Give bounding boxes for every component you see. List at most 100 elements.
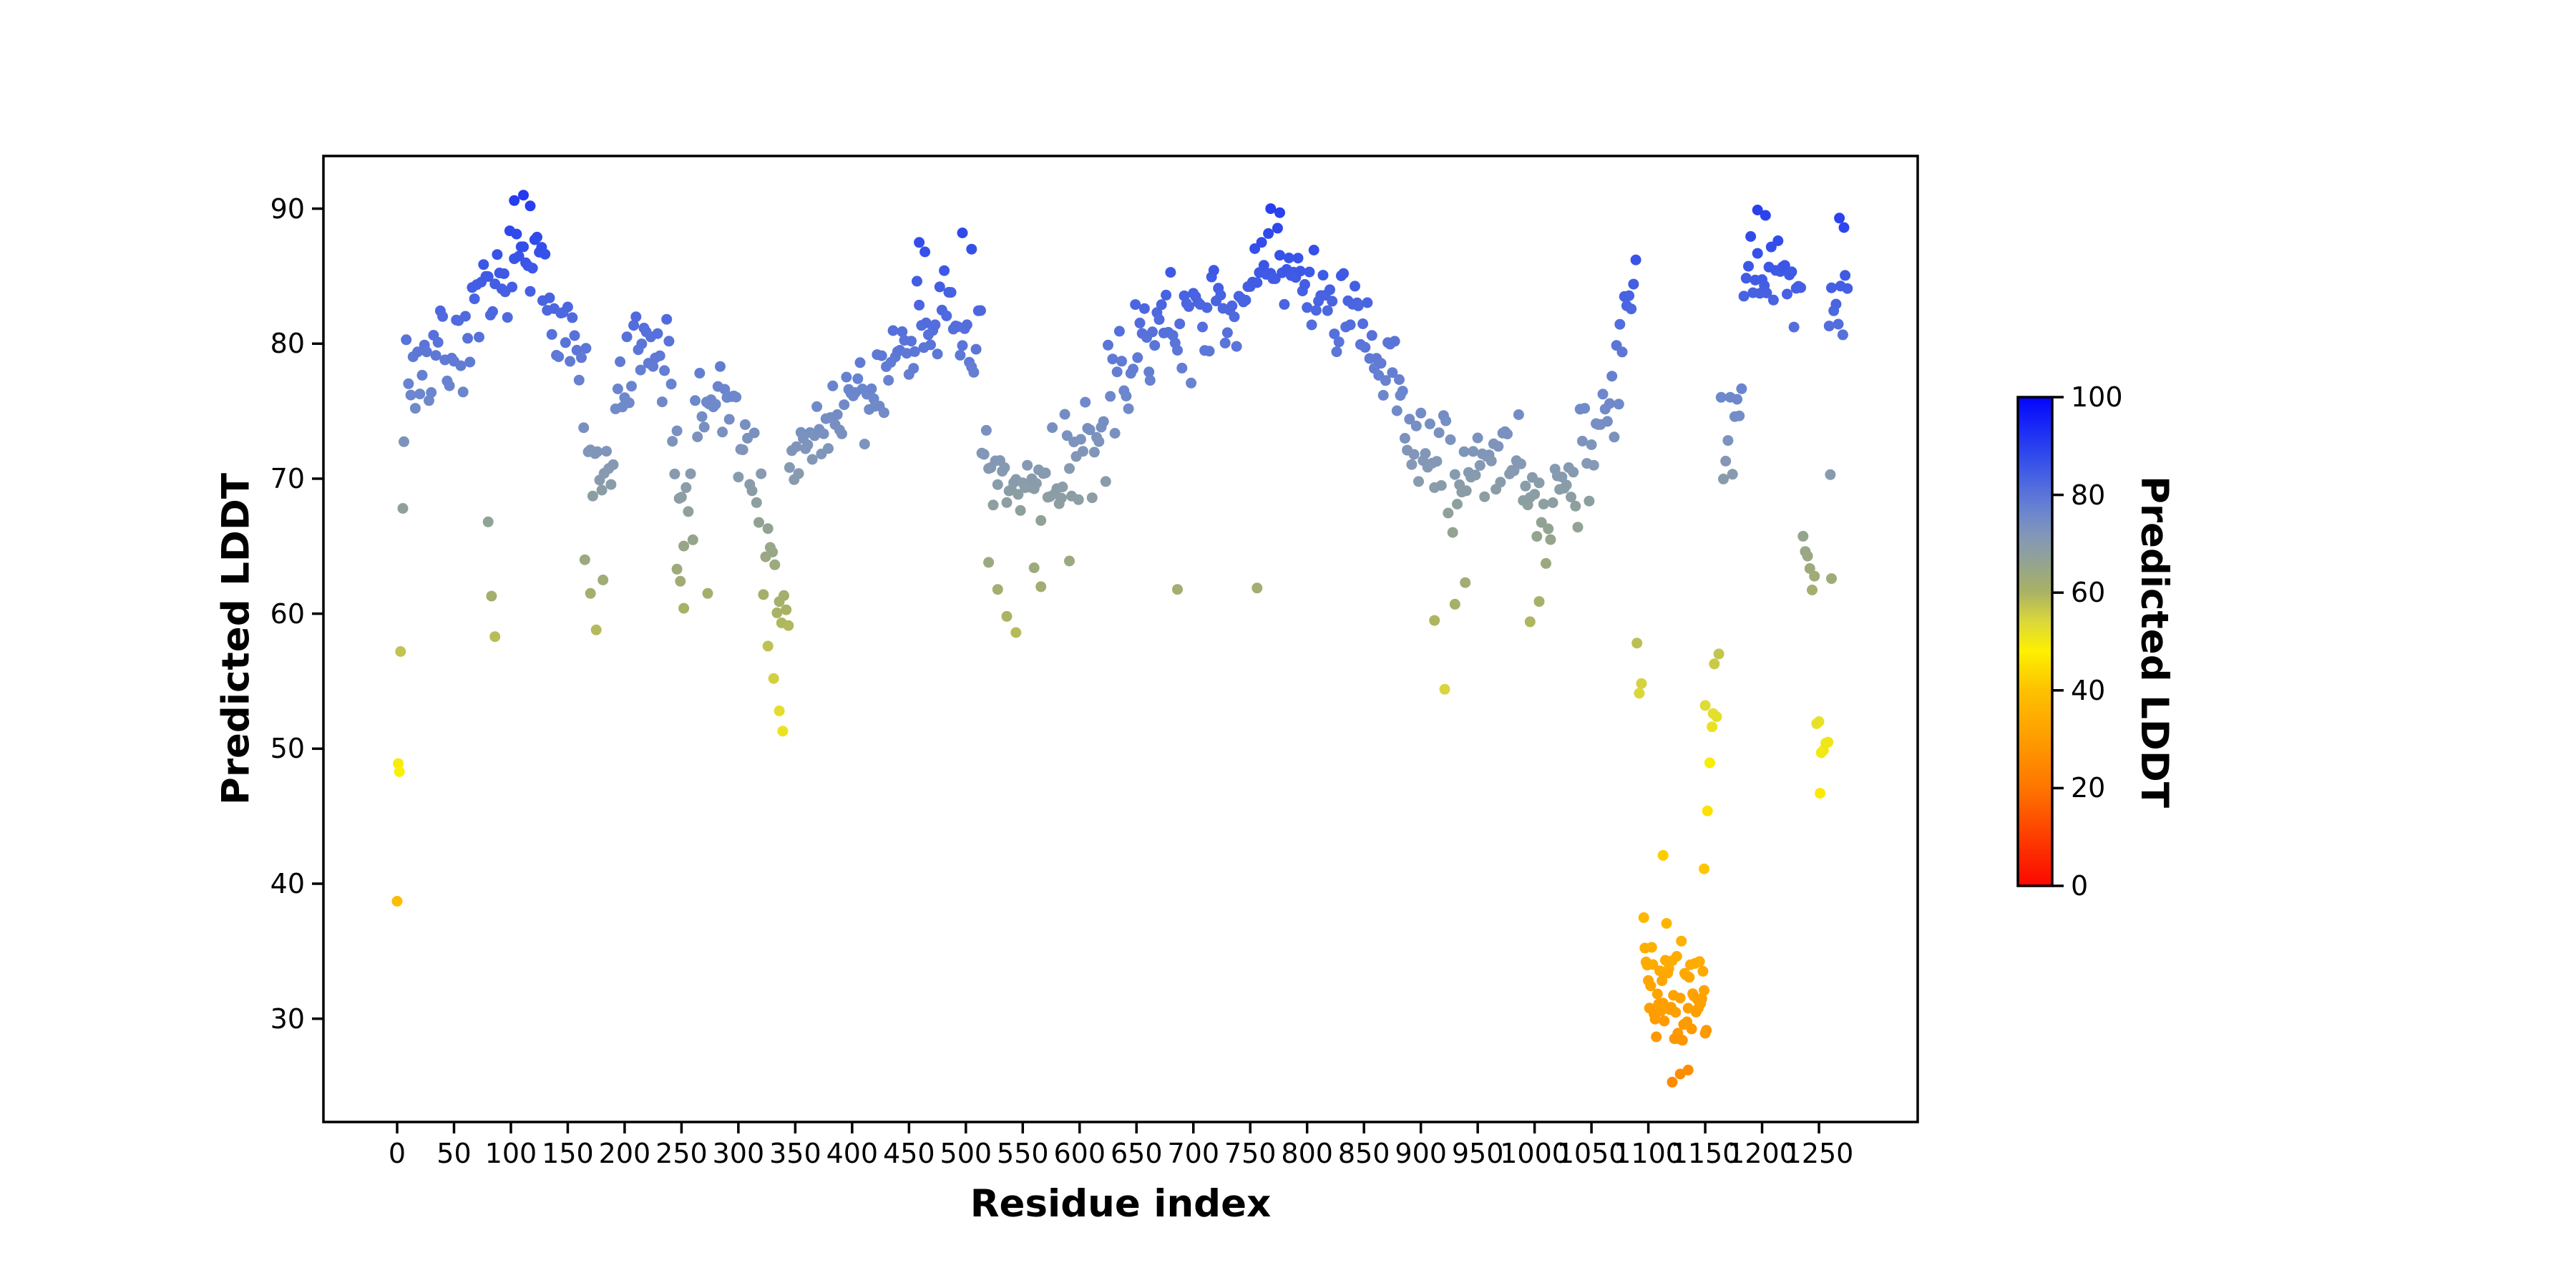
scatter-point bbox=[399, 436, 409, 447]
scatter-point bbox=[1699, 700, 1711, 711]
scatter-point bbox=[694, 368, 706, 379]
scatter-point bbox=[906, 336, 917, 347]
scatter-point bbox=[1657, 997, 1669, 1009]
scatter-point bbox=[596, 484, 608, 496]
scatter-point bbox=[992, 584, 1003, 595]
scatter-point bbox=[560, 337, 571, 348]
scatter-point bbox=[601, 446, 612, 457]
scatter-point bbox=[590, 624, 602, 635]
scatter-point bbox=[1306, 319, 1317, 331]
scatter-point bbox=[482, 271, 494, 282]
scatter-point bbox=[626, 381, 637, 392]
axes-spines bbox=[322, 155, 1919, 1123]
scatter-point bbox=[1279, 298, 1290, 310]
scatter-point bbox=[678, 540, 690, 552]
scatter-point bbox=[1707, 721, 1718, 733]
scatter-point bbox=[1201, 302, 1213, 313]
scatter-point bbox=[1823, 736, 1834, 748]
scatter-point bbox=[1304, 266, 1315, 278]
scatter-point bbox=[1352, 300, 1364, 311]
x-tick-label: 1000 bbox=[1500, 1138, 1569, 1169]
scatter-point bbox=[1761, 287, 1772, 298]
scatter-point bbox=[1684, 972, 1695, 983]
scatter-point bbox=[621, 331, 633, 343]
scatter-point bbox=[1657, 849, 1669, 861]
scatter-point bbox=[955, 349, 966, 361]
scatter-point bbox=[1825, 469, 1836, 480]
scatter-point bbox=[1606, 371, 1618, 382]
scatter-point bbox=[1132, 352, 1143, 364]
scatter-point bbox=[1588, 459, 1599, 471]
scatter-point bbox=[1752, 205, 1763, 215]
scatter-point bbox=[1123, 403, 1134, 414]
scatter-point bbox=[1035, 514, 1047, 526]
x-tick-label: 200 bbox=[598, 1138, 651, 1169]
scatter-point bbox=[883, 375, 894, 386]
scatter-point bbox=[585, 587, 596, 599]
scatter-point bbox=[769, 559, 781, 570]
scatter-point bbox=[839, 399, 850, 411]
scatter-point bbox=[739, 419, 751, 430]
scatter-point bbox=[1093, 436, 1105, 447]
scatter-point bbox=[659, 365, 670, 376]
x-tick-label: 450 bbox=[883, 1138, 935, 1169]
scatter-point bbox=[587, 490, 598, 502]
scatter-point bbox=[841, 371, 852, 383]
x-tick-label: 1200 bbox=[1727, 1138, 1797, 1169]
scatter-point bbox=[1697, 965, 1709, 977]
scatter-point bbox=[1682, 1002, 1694, 1014]
scatter-point bbox=[492, 249, 503, 260]
scatter-point bbox=[1772, 235, 1784, 246]
scatter-point bbox=[762, 523, 774, 535]
scatter-point bbox=[1256, 237, 1267, 248]
scatter-point bbox=[767, 546, 779, 557]
scatter-point bbox=[1410, 420, 1422, 431]
scatter-point bbox=[1080, 396, 1091, 408]
scatter-point bbox=[1704, 757, 1715, 769]
scatter-point bbox=[854, 357, 866, 369]
scatter-point bbox=[1671, 951, 1682, 962]
scatter-point bbox=[1541, 557, 1551, 569]
scatter-point bbox=[1387, 367, 1398, 379]
x-tick-label: 1100 bbox=[1614, 1138, 1683, 1169]
scatter-point bbox=[656, 396, 668, 408]
scatter-point bbox=[1543, 523, 1554, 535]
x-tick-label: 650 bbox=[1110, 1138, 1163, 1169]
scatter-point bbox=[1397, 386, 1408, 397]
scatter-point bbox=[1636, 678, 1647, 689]
scatter-point bbox=[1324, 284, 1335, 296]
scatter-point bbox=[806, 454, 818, 465]
scatter-point bbox=[1727, 469, 1738, 480]
scatter-point bbox=[1055, 492, 1067, 504]
scatter-point bbox=[540, 248, 551, 260]
scatter-point bbox=[781, 604, 792, 615]
scatter-point bbox=[1795, 282, 1807, 293]
scatter-point bbox=[912, 275, 922, 287]
scatter-point bbox=[1219, 337, 1231, 348]
scatter-point bbox=[562, 301, 573, 313]
scatter-point bbox=[1424, 418, 1435, 429]
scatter-point bbox=[1001, 497, 1013, 508]
scatter-point bbox=[1568, 467, 1579, 478]
scatter-point bbox=[1601, 416, 1613, 427]
scatter-point bbox=[1694, 956, 1705, 967]
scatter-point bbox=[1229, 311, 1240, 323]
scatter-point bbox=[852, 373, 864, 384]
scatter-point bbox=[1265, 203, 1277, 215]
scatter-point bbox=[1057, 482, 1068, 492]
scatter-point bbox=[424, 395, 434, 406]
scatter-point bbox=[1645, 980, 1657, 992]
scatter-point bbox=[1707, 708, 1719, 719]
scatter-point bbox=[836, 428, 847, 439]
scatter-point bbox=[1015, 504, 1026, 516]
scatter-point bbox=[1445, 434, 1456, 445]
scatter-point bbox=[1447, 527, 1458, 538]
scatter-point bbox=[866, 383, 877, 394]
scatter-point bbox=[1310, 305, 1322, 316]
scatter-point bbox=[1086, 492, 1098, 504]
scatter-point bbox=[671, 563, 683, 575]
scatter-point bbox=[457, 386, 469, 398]
scatter-point bbox=[1779, 260, 1790, 271]
scatter-point bbox=[999, 462, 1010, 473]
scatter-point bbox=[1616, 346, 1628, 358]
